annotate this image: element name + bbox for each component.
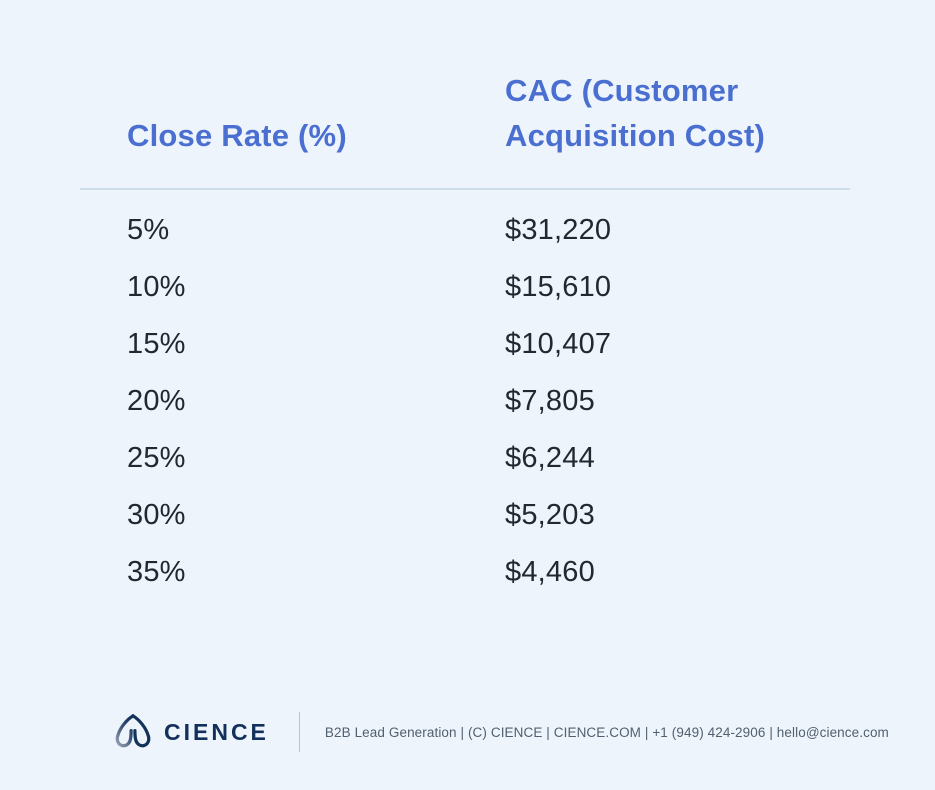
cac-value: $5,203	[505, 499, 595, 531]
close-rate-value: 35%	[127, 556, 186, 588]
table-row: 10% $15,610	[0, 259, 935, 316]
table-row: 35% $4,460	[0, 544, 935, 601]
cience-logo-icon	[112, 712, 154, 752]
close-rate-value: 10%	[127, 271, 186, 303]
cac-table: Close Rate (%) CAC (Customer Acquisition…	[0, 0, 935, 601]
table-row: 5% $31,220	[0, 202, 935, 259]
footer-contact-info: B2B Lead Generation | (C) CIENCE | CIENC…	[324, 724, 889, 740]
cac-value: $7,805	[505, 385, 595, 417]
cac-value: $4,460	[505, 556, 595, 588]
column-header-close-rate: Close Rate (%)	[127, 118, 347, 153]
table-row: 20% $7,805	[0, 373, 935, 430]
table-row: 25% $6,244	[0, 430, 935, 487]
footer-vertical-divider	[298, 712, 300, 752]
footer: CIENCE B2B Lead Generation | (C) CIENCE …	[112, 708, 889, 756]
cac-value: $31,220	[505, 214, 612, 246]
cac-value: $15,610	[505, 271, 612, 303]
cac-value: $6,244	[505, 442, 595, 474]
close-rate-value: 25%	[127, 442, 186, 474]
table-row: 30% $5,203	[0, 487, 935, 544]
close-rate-value: 5%	[127, 214, 170, 246]
close-rate-value: 20%	[127, 385, 186, 417]
table-header-row: Close Rate (%) CAC (Customer Acquisition…	[0, 0, 935, 158]
table-row: 15% $10,407	[0, 316, 935, 373]
close-rate-value: 30%	[127, 499, 186, 531]
column-header-cac: CAC (Customer Acquisition Cost)	[505, 73, 765, 153]
brand-wordmark: CIENCE	[164, 718, 269, 745]
header-divider	[80, 188, 850, 190]
cac-value: $10,407	[505, 328, 612, 360]
close-rate-value: 15%	[127, 328, 186, 360]
table-body: 5% $31,220 10% $15,610 15% $10,407 20% $…	[0, 202, 935, 601]
